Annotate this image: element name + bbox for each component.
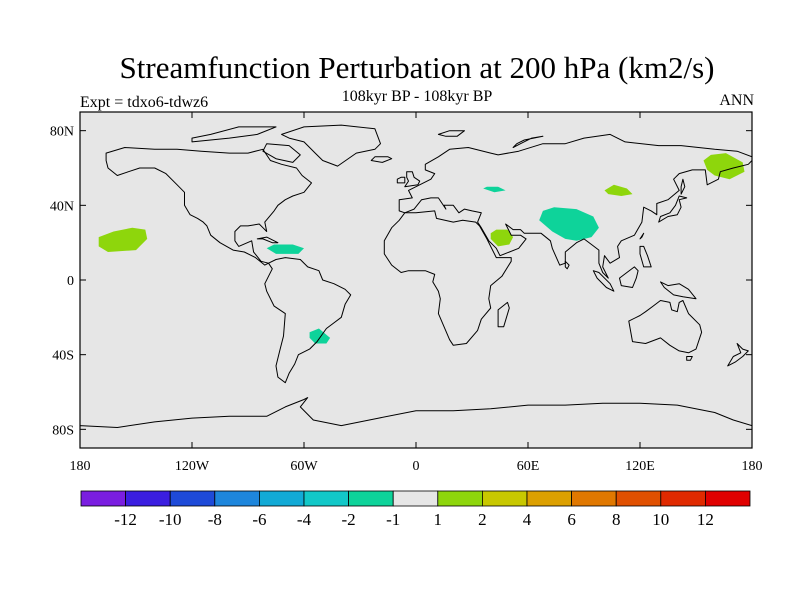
coastline-svalbard: [437, 130, 465, 137]
coastline-north-america: [105, 147, 312, 266]
x-tick-label: 120E: [625, 459, 655, 474]
y-tick-label: 40N: [50, 199, 74, 214]
coastline-philippines: [639, 245, 652, 268]
coastline-sri-lanka: [564, 260, 570, 270]
colorbar-label: 4: [523, 510, 532, 529]
y-tick-label: 0: [67, 274, 74, 289]
colorbar-box: [660, 490, 706, 507]
colorbar-label: 1: [434, 510, 443, 529]
colorbar-label: -12: [114, 510, 137, 529]
x-tick-label: 0: [413, 459, 420, 474]
coastline-taiwan: [639, 232, 645, 240]
season-label: ANN: [719, 92, 754, 109]
coastline-eurasia: [398, 133, 752, 279]
plot-title: Streamfunction Perturbation at 200 hPa (…: [119, 50, 715, 85]
coastline-new-zealand: [727, 343, 749, 367]
colorbar: -12 -10 -8 -6 -4 -2 -1 1 2 4 6 8 10 12: [80, 490, 751, 529]
coastline-novaya-zemlya: [512, 135, 544, 148]
colorbar-label: -2: [342, 510, 356, 529]
coastline-british-isles: [404, 171, 421, 188]
colorbar-box: [258, 490, 305, 507]
colorbar-box: [303, 490, 349, 507]
coastline-baffin: [262, 143, 301, 163]
colorbar-box: [705, 490, 751, 507]
colorbar-label: -4: [297, 510, 312, 529]
coastline-ireland: [396, 176, 406, 184]
map-background: [80, 112, 752, 448]
colorbar-box: [80, 490, 126, 507]
colorbar-box: [526, 490, 572, 507]
coastline-greenland: [281, 124, 381, 167]
axis-ticks: 180 120W 60W 0 60E 120E 180 80N 40N 0 40S 80S: [50, 112, 763, 474]
anomaly-tibet: [539, 207, 599, 241]
plot-subtitle: 108kyr BP - 108kyr BP: [341, 88, 493, 105]
colorbar-box: [615, 490, 662, 507]
colorbar-box: [125, 490, 171, 507]
coastline-new-guinea: [660, 281, 697, 300]
coastline-sumatra: [592, 270, 615, 292]
x-tick-label: 180: [742, 459, 763, 474]
colorbar-label: -8: [208, 510, 222, 529]
colorbar-box: [214, 490, 260, 507]
colorbar-label: -6: [252, 510, 266, 529]
coastline-japan: [658, 195, 688, 223]
x-tick-label: 180: [70, 459, 91, 474]
colorbar-box: [481, 490, 528, 507]
coastline-antarctica: [80, 397, 752, 448]
colorbar-box: [348, 490, 394, 507]
colorbar-label: 12: [697, 510, 714, 529]
colorbar-label: 8: [612, 510, 621, 529]
anomaly-caribbean: [266, 244, 304, 254]
coastline-cuba: [256, 236, 279, 244]
x-tick-label: 60W: [290, 459, 318, 474]
coastline-tasmania: [686, 356, 693, 361]
coastline-madagascar: [497, 301, 510, 328]
coastline-layer: [80, 124, 752, 448]
colorbar-box: [437, 490, 483, 507]
coastline-south-america: [264, 257, 352, 384]
colorbar-label: 2: [478, 510, 487, 529]
colorbar-label: -10: [159, 510, 182, 529]
y-tick-label: 40S: [52, 349, 74, 364]
coastline-australia: [628, 300, 703, 354]
colorbar-box: [571, 490, 617, 507]
x-tick-label: 120W: [175, 459, 210, 474]
anomaly-central-pacific: [98, 227, 148, 252]
y-tick-label: 80N: [50, 125, 74, 140]
anomaly-mongolia: [604, 184, 633, 196]
anomaly-layer: [98, 153, 745, 344]
colorbar-label: 10: [652, 510, 669, 529]
coastline-africa: [383, 210, 512, 346]
colorbar-label: -1: [386, 510, 400, 529]
x-tick-label: 60E: [517, 459, 540, 474]
anomaly-arabia: [490, 229, 514, 247]
coastline-iceland: [370, 156, 393, 163]
experiment-label: Expt = tdxo6-tdwz6: [80, 94, 209, 111]
colorbar-label: 6: [567, 510, 576, 529]
y-tick-label: 80S: [52, 423, 74, 438]
anomaly-middle-east: [483, 186, 506, 193]
anomaly-south-america: [309, 328, 331, 344]
coastline-sakhalin: [680, 178, 686, 195]
colorbar-box: [392, 490, 439, 507]
colorbar-box: [169, 490, 216, 507]
coastline-borneo: [619, 266, 639, 288]
coastline-arctic-archipelago: [191, 126, 277, 143]
anomaly-kamchatka: [703, 153, 745, 180]
